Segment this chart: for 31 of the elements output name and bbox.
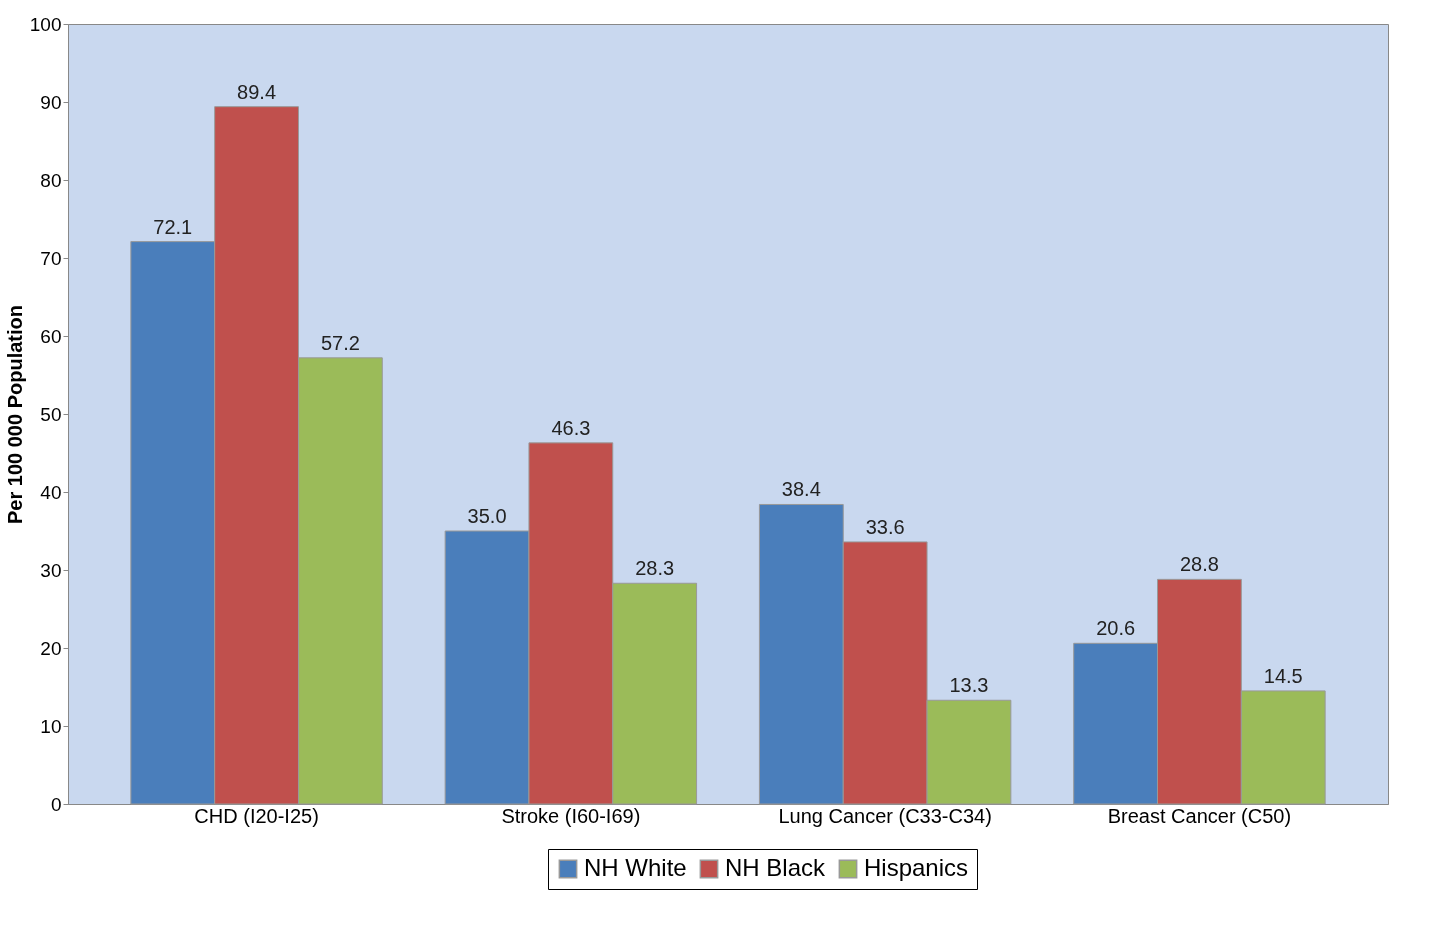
data-label: 13.3 (949, 674, 989, 697)
x-tick-label: CHD (I20-I25) (194, 804, 319, 827)
y-axis-title: Per 100 000 Population (3, 305, 26, 524)
data-label: 28.8 (1179, 553, 1219, 576)
y-tick-label: 90 (40, 91, 62, 113)
x-tick-label: Lung Cancer (C33-C34) (778, 804, 992, 827)
data-label: 28.3 (635, 557, 675, 580)
y-tick-label: 30 (40, 559, 62, 581)
data-label: 33.6 (865, 515, 905, 538)
data-label: 38.4 (781, 478, 821, 501)
legend-label: Hispanics (864, 854, 969, 881)
data-label: 20.6 (1096, 617, 1136, 640)
y-tick-label: 60 (40, 325, 62, 347)
data-label: 14.5 (1263, 664, 1303, 687)
legend-label: NH White (584, 854, 687, 881)
y-tick-label: 70 (40, 247, 62, 269)
data-label: 89.4 (237, 80, 277, 103)
y-tick-label: 10 (40, 715, 62, 737)
data-label: 35.0 (467, 505, 507, 527)
data-label: 57.2 (320, 331, 360, 354)
data-label: 72.1 (153, 215, 193, 238)
x-tick-label: Stroke (I60-I69) (501, 804, 641, 827)
y-tick-label: 20 (40, 637, 62, 659)
y-tick-label: 40 (40, 481, 62, 503)
y-tick-label: 0 (50, 793, 62, 815)
y-tick-label: 80 (40, 169, 62, 191)
data-label: 46.3 (551, 416, 591, 439)
y-tick-label: 100 (29, 13, 62, 35)
y-tick-label: 50 (40, 403, 62, 425)
legend-label: NH Black (725, 854, 827, 881)
x-tick-label: Breast Cancer (C50) (1107, 804, 1292, 827)
